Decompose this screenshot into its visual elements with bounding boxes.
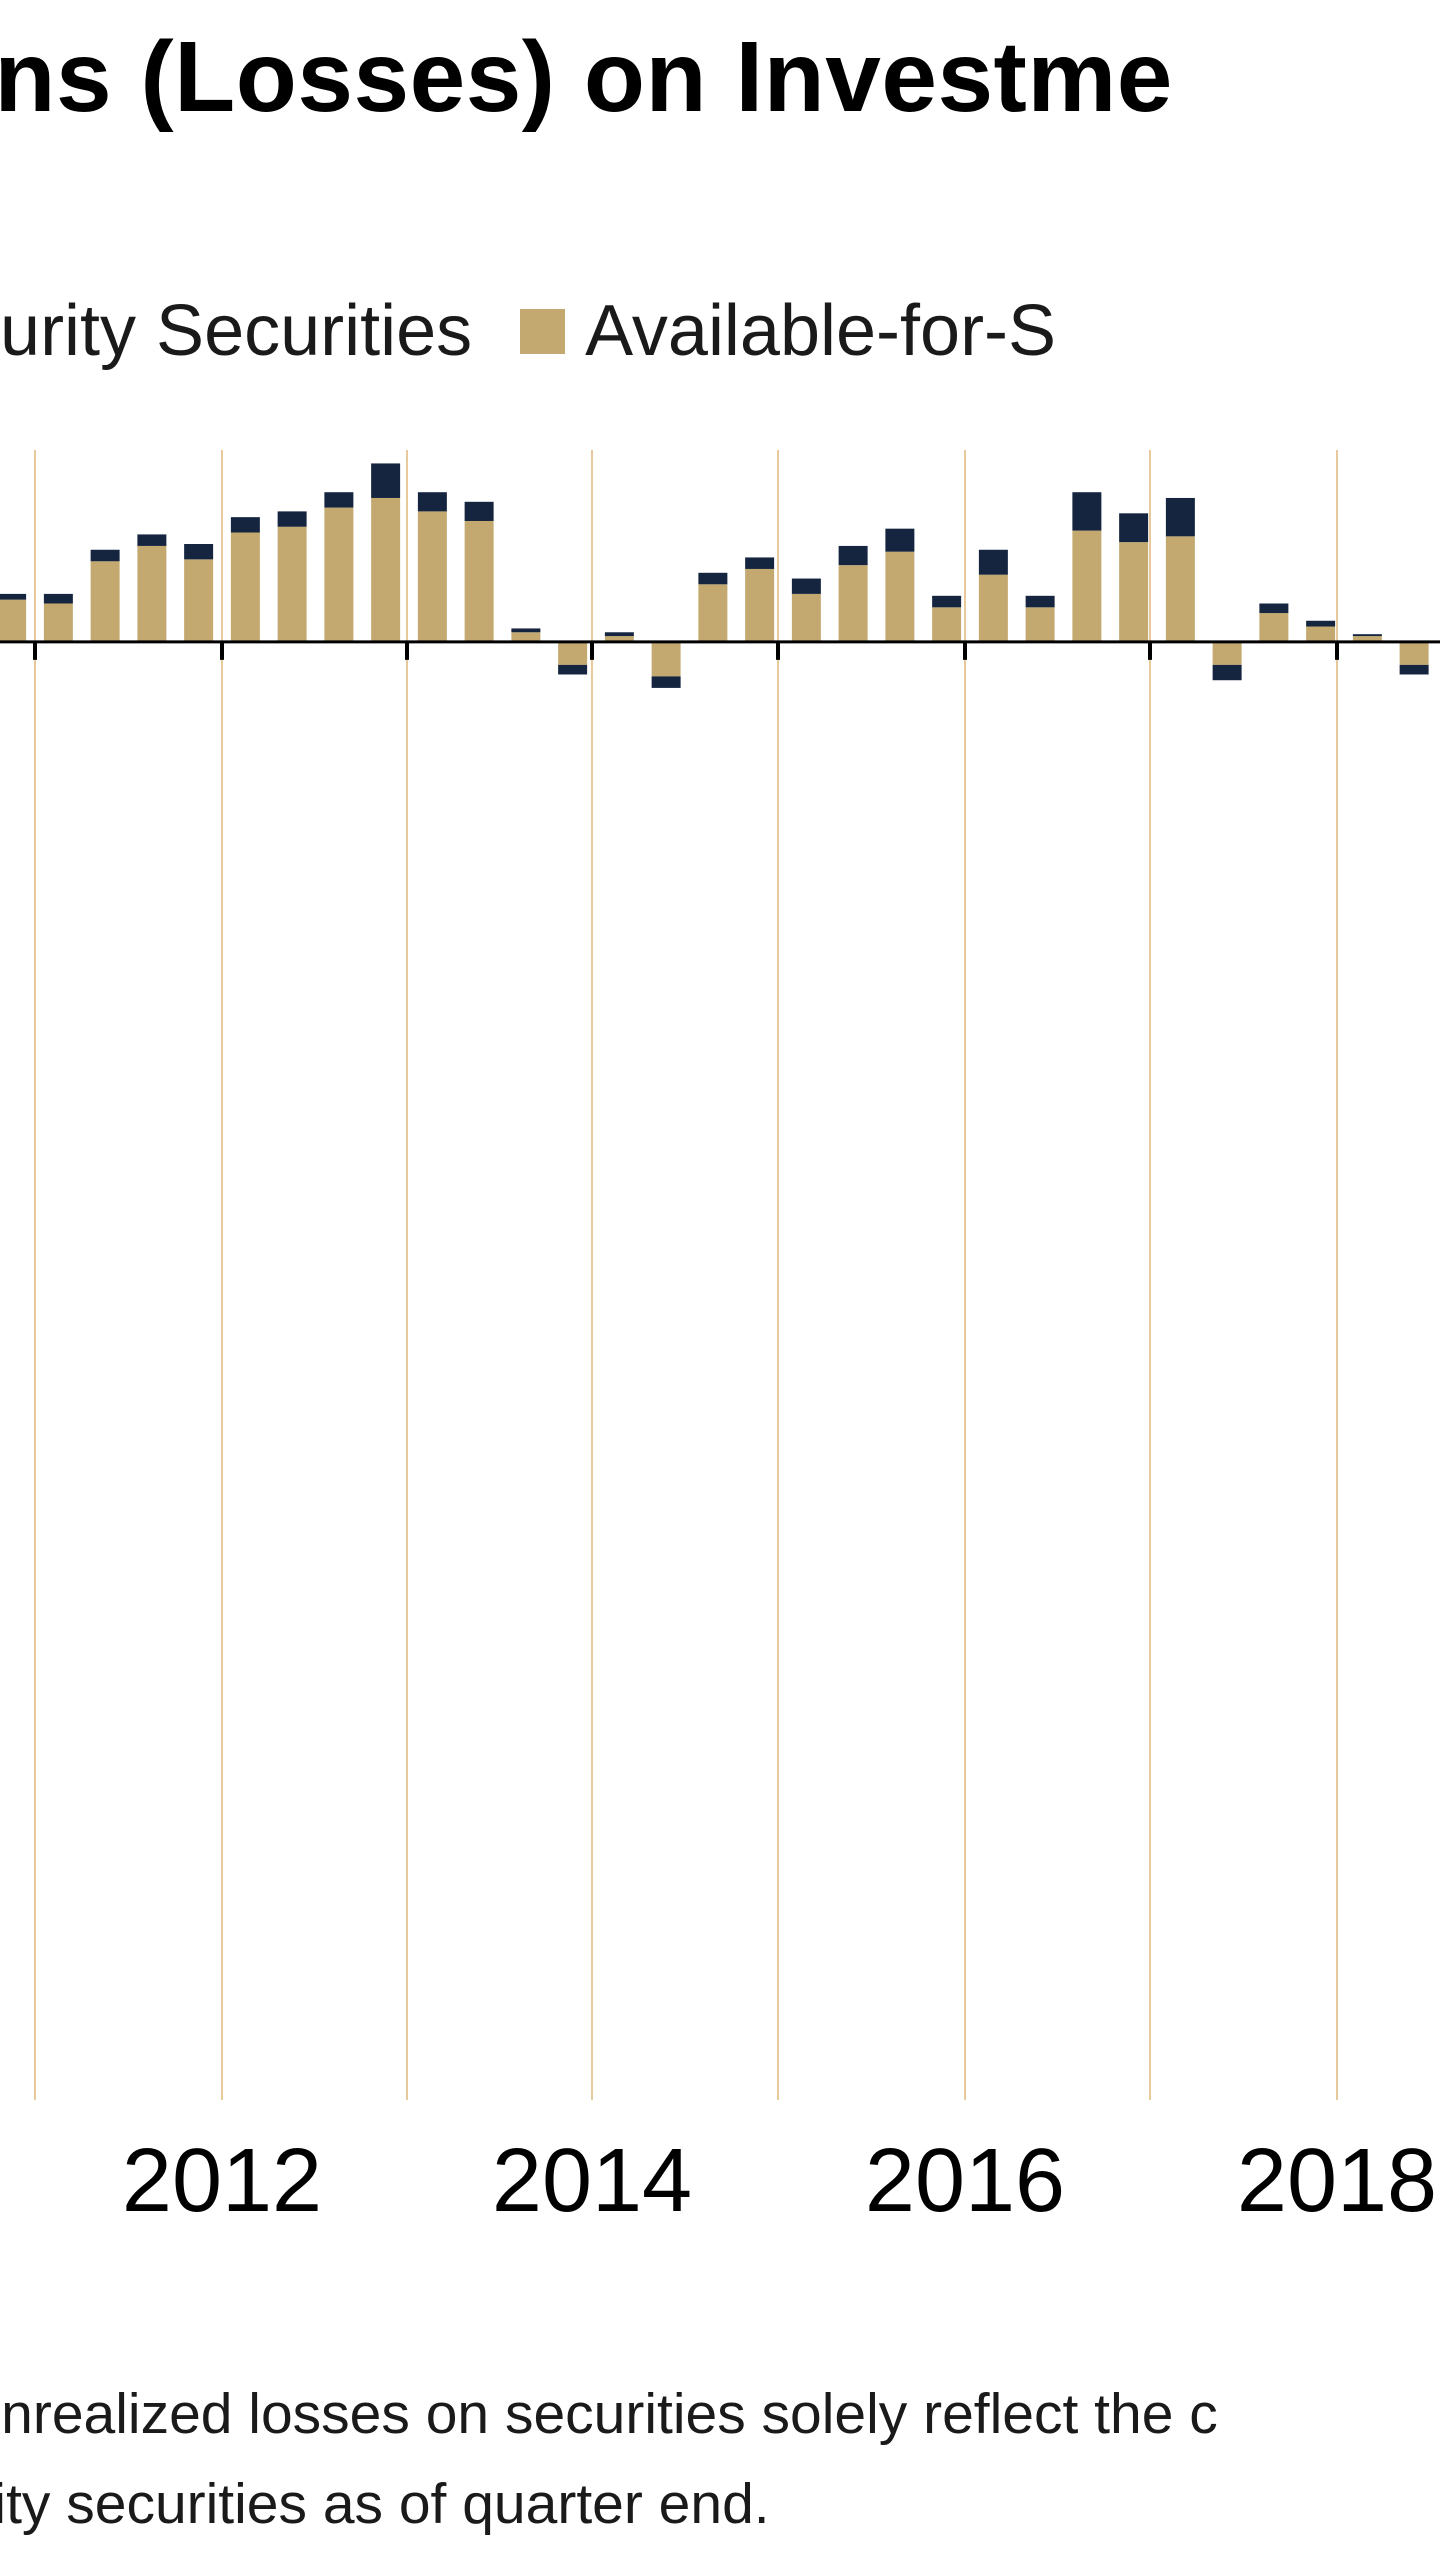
bar-htm <box>418 492 447 511</box>
bar-htm <box>278 511 307 526</box>
bar-htm <box>1119 513 1148 542</box>
bar-afs <box>1400 642 1429 665</box>
bar-afs <box>1119 542 1148 642</box>
x-axis-label: 2014 <box>492 2130 692 2233</box>
chart-title: ains (Losses) on Investme <box>0 20 1440 135</box>
bar-htm <box>652 676 681 688</box>
bar-afs <box>465 521 494 642</box>
bar-afs <box>558 642 587 665</box>
bar-afs <box>278 527 307 642</box>
bar-afs <box>932 607 961 642</box>
bar-htm <box>1166 498 1195 536</box>
bar-afs <box>1072 531 1101 642</box>
bar-afs <box>231 533 260 642</box>
bar-htm <box>371 463 400 498</box>
bar-htm <box>1353 634 1382 636</box>
bar-htm <box>1026 596 1055 608</box>
legend-item-1-label: Maturity Securities <box>0 290 472 372</box>
bar-htm <box>932 596 961 608</box>
bar-afs <box>745 569 774 642</box>
bar-afs <box>184 559 213 642</box>
bar-htm <box>979 550 1008 575</box>
chart-legend: Maturity Securities Available-for-S <box>0 290 1440 372</box>
bar-afs <box>1166 536 1195 642</box>
bar-afs <box>137 546 166 642</box>
bar-afs <box>44 603 73 641</box>
x-axis-label: 2018 <box>1237 2130 1437 2233</box>
bar-htm <box>91 550 120 562</box>
x-axis-label: 2012 <box>122 2130 322 2233</box>
bar-afs <box>324 508 353 642</box>
chart-note-line2: quity securities as of quarter end. <box>0 2460 1440 2548</box>
bar-htm <box>698 573 727 585</box>
bar-htm <box>231 517 260 532</box>
bar-htm <box>1306 621 1335 627</box>
bar-htm <box>605 632 634 636</box>
bar-htm <box>885 529 914 552</box>
bar-afs <box>652 642 681 677</box>
bar-afs <box>0 600 26 642</box>
bar-htm <box>1213 665 1242 680</box>
chart-svg <box>0 450 1440 2100</box>
chart-plot-area <box>0 450 1440 2100</box>
bar-htm <box>792 579 821 594</box>
bar-htm <box>558 665 587 675</box>
bar-htm <box>0 594 26 600</box>
x-axis-label: 2016 <box>865 2130 1065 2233</box>
bar-afs <box>1259 613 1288 642</box>
bar-afs <box>885 552 914 642</box>
bar-htm <box>1072 492 1101 530</box>
legend-item-2-label: Available-for-S <box>585 290 1056 372</box>
bar-htm <box>839 546 868 565</box>
bar-htm <box>1259 603 1288 613</box>
bar-htm <box>184 544 213 559</box>
bar-htm <box>465 502 494 521</box>
bar-afs <box>792 594 821 642</box>
bar-afs <box>1213 642 1242 665</box>
bar-afs <box>839 565 868 642</box>
x-axis-labels: 2012 2014 2016 2018 <box>0 2130 1440 2250</box>
bar-htm <box>324 492 353 507</box>
bar-afs <box>418 511 447 641</box>
bar-htm <box>511 628 540 632</box>
bar-htm <box>745 557 774 569</box>
bar-afs <box>371 498 400 642</box>
bar-afs <box>979 575 1008 642</box>
bar-afs <box>91 561 120 642</box>
bar-htm <box>1400 665 1429 675</box>
bar-afs <box>698 584 727 642</box>
bar-afs <box>1306 627 1335 642</box>
bar-htm <box>44 594 73 604</box>
chart-note-line1: Unrealized losses on securities solely r… <box>0 2370 1440 2458</box>
bar-afs <box>1026 607 1055 642</box>
bar-htm <box>137 534 166 546</box>
legend-item-2-swatch <box>520 309 565 354</box>
chart-container: ains (Losses) on Investme Maturity Secur… <box>0 0 1440 2560</box>
